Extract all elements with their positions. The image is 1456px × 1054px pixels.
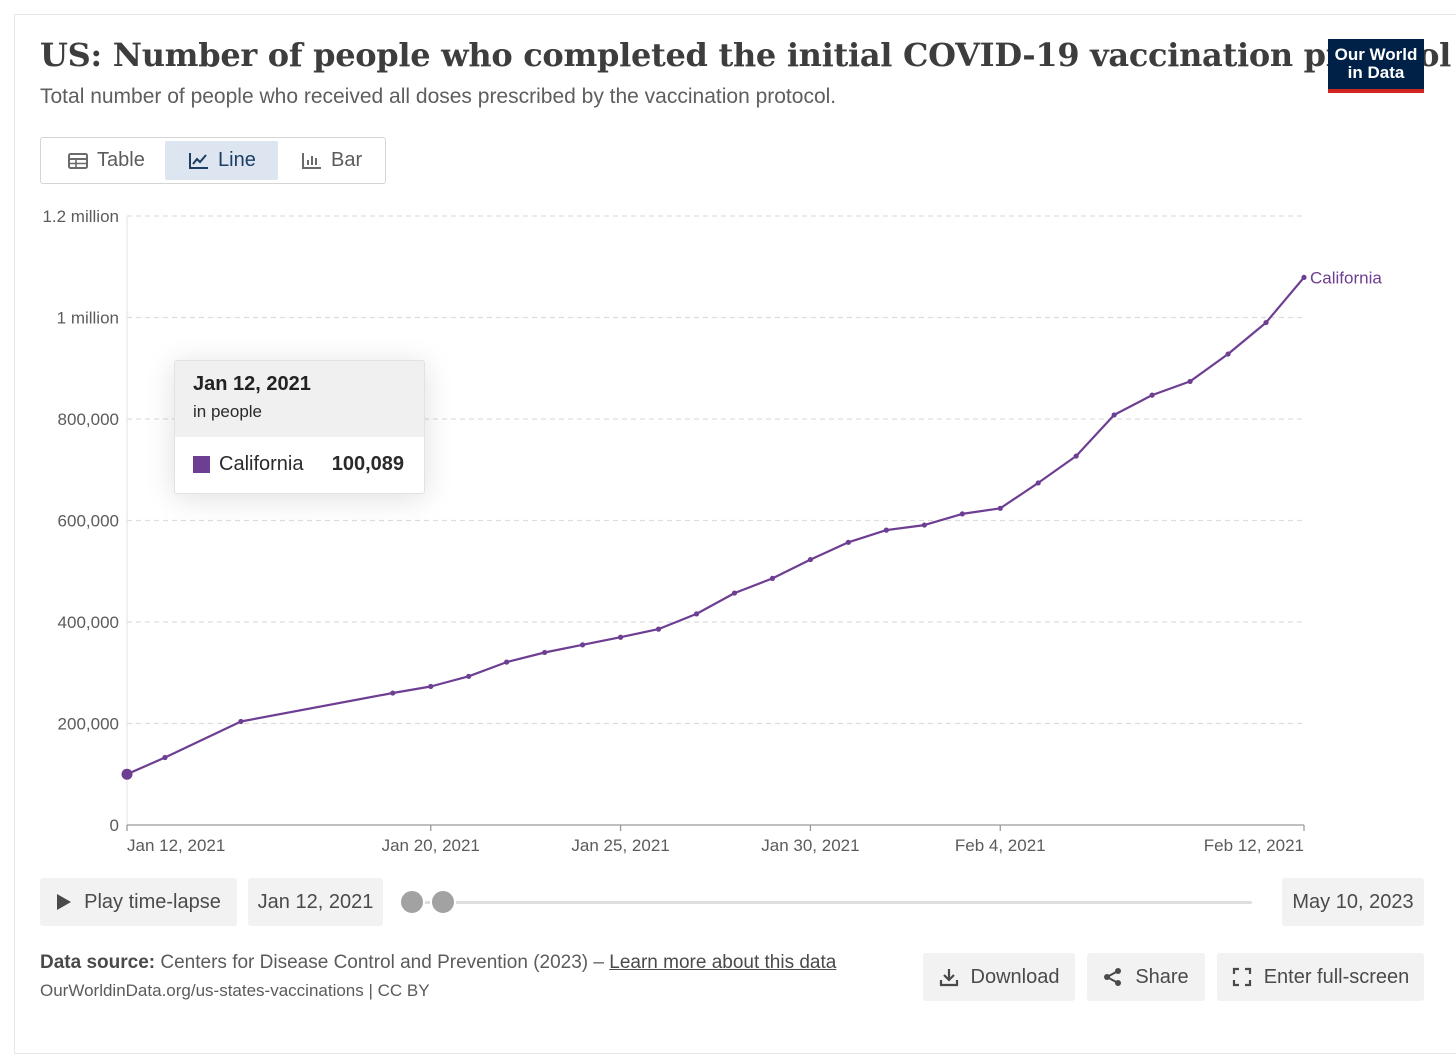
data-point[interactable] [1111, 412, 1117, 418]
data-point[interactable] [693, 611, 700, 617]
y-tick-label: 400,000 [58, 613, 119, 632]
chart-subtitle: Total number of people who received all … [40, 85, 837, 108]
download-icon [939, 969, 958, 987]
data-tooltip: Jan 12, 2021 in people California 100,08… [174, 360, 425, 494]
fullscreen-label: Enter full-screen [1263, 965, 1410, 988]
y-tick-label: 1 million [57, 309, 119, 328]
data-point[interactable] [542, 649, 548, 656]
learn-more-link[interactable]: Learn more about this data [609, 952, 837, 973]
data-source-label: Data source: [40, 952, 156, 973]
share-icon [1104, 968, 1122, 986]
data-point[interactable] [617, 634, 624, 640]
timeline-end-handle[interactable] [430, 889, 456, 915]
data-point[interactable] [769, 575, 776, 581]
tab-table-label: Table [97, 149, 145, 171]
tab-table[interactable]: Table [44, 141, 164, 180]
timeline-start-handle[interactable] [399, 889, 425, 915]
y-tick-label: 200,000 [58, 715, 119, 734]
data-point[interactable] [466, 673, 472, 679]
data-point[interactable] [580, 642, 586, 648]
series-line-california [126, 276, 1305, 776]
share-button[interactable]: Share [1087, 953, 1205, 1001]
tooltip-row: California 100,089 [175, 437, 424, 476]
data-point[interactable] [238, 718, 244, 725]
tooltip-date: Jan 12, 2021 [193, 373, 311, 395]
x-tick-label: Jan 20, 2021 [382, 836, 480, 855]
x-tick-label: Jan 30, 2021 [761, 836, 859, 855]
tab-bar[interactable]: Bar [278, 141, 383, 180]
data-point[interactable] [428, 683, 434, 690]
y-tick-label: 0 [110, 816, 119, 835]
data-point[interactable] [845, 539, 851, 545]
data-point[interactable] [1035, 480, 1041, 486]
timeline-track[interactable] [412, 901, 1252, 904]
play-timelapse-button[interactable]: Play time-lapse [40, 878, 237, 926]
tab-bar-label: Bar [331, 149, 363, 171]
tooltip-value: 100,089 [331, 453, 404, 475]
tab-line[interactable]: Line [165, 141, 278, 180]
highlighted-data-point[interactable] [121, 768, 133, 780]
tooltip-series-name: California [219, 453, 304, 475]
owid-logo[interactable]: Our World in Data [1328, 39, 1424, 93]
fullscreen-button[interactable]: Enter full-screen [1217, 953, 1424, 1001]
tab-line-label: Line [218, 149, 256, 171]
data-point[interactable] [504, 659, 510, 665]
data-point[interactable] [1073, 453, 1079, 459]
fullscreen-icon [1232, 967, 1251, 987]
bar-chart-icon [302, 153, 321, 169]
data-point[interactable] [1225, 351, 1231, 357]
tooltip-header: Jan 12, 2021 in people [175, 361, 424, 437]
data-point[interactable] [921, 522, 927, 528]
play-timelapse-label: Play time-lapse [84, 890, 221, 913]
x-tick-label: Feb 4, 2021 [955, 836, 1046, 855]
play-icon [57, 894, 72, 910]
data-point[interactable] [655, 626, 662, 632]
data-point[interactable] [1301, 274, 1307, 281]
tooltip-unit: in people [193, 402, 263, 421]
data-point[interactable] [959, 511, 965, 517]
table-icon [68, 152, 88, 169]
x-tick-label: Feb 12, 2021 [1204, 836, 1304, 855]
line-chart-icon [189, 153, 208, 169]
view-tabs: Table Line Bar [40, 137, 386, 184]
series-label: California [1310, 268, 1382, 287]
credit-line: OurWorldinData.org/us-states-vaccination… [40, 981, 430, 1000]
timeline-end-date[interactable]: May 10, 2023 [1282, 878, 1424, 926]
x-tick-label: Jan 25, 2021 [571, 836, 669, 855]
share-label: Share [1135, 965, 1189, 988]
y-tick-label: 600,000 [58, 512, 119, 531]
data-point[interactable] [390, 690, 396, 696]
y-tick-label: 1.2 million [42, 207, 119, 226]
data-point[interactable] [997, 505, 1003, 511]
data-point[interactable] [883, 527, 889, 533]
timeline-start-date[interactable]: Jan 12, 2021 [248, 878, 383, 926]
x-tick-label: Jan 12, 2021 [127, 836, 225, 855]
data-point[interactable] [1263, 319, 1269, 326]
download-button[interactable]: Download [923, 953, 1075, 1001]
data-point[interactable] [162, 754, 168, 761]
data-source-text: Centers for Disease Control and Preventi… [160, 952, 604, 973]
data-point[interactable] [1187, 378, 1193, 385]
tooltip-series-swatch [193, 456, 210, 473]
data-point[interactable] [731, 590, 738, 596]
line-chart: 0 200,000 400,000 600,000 800,000 1 million 1.… [42, 207, 1382, 855]
logo-line-1: Our World [1334, 45, 1418, 64]
y-tick-label: 800,000 [58, 410, 119, 429]
download-label: Download [970, 965, 1060, 988]
data-point[interactable] [1149, 392, 1155, 398]
chart-title: US: Number of people who completed the i… [40, 36, 1451, 74]
data-point[interactable] [807, 556, 814, 563]
data-source: Data source: Centers for Disease Control… [40, 952, 836, 974]
logo-line-2: in Data [1347, 63, 1405, 82]
